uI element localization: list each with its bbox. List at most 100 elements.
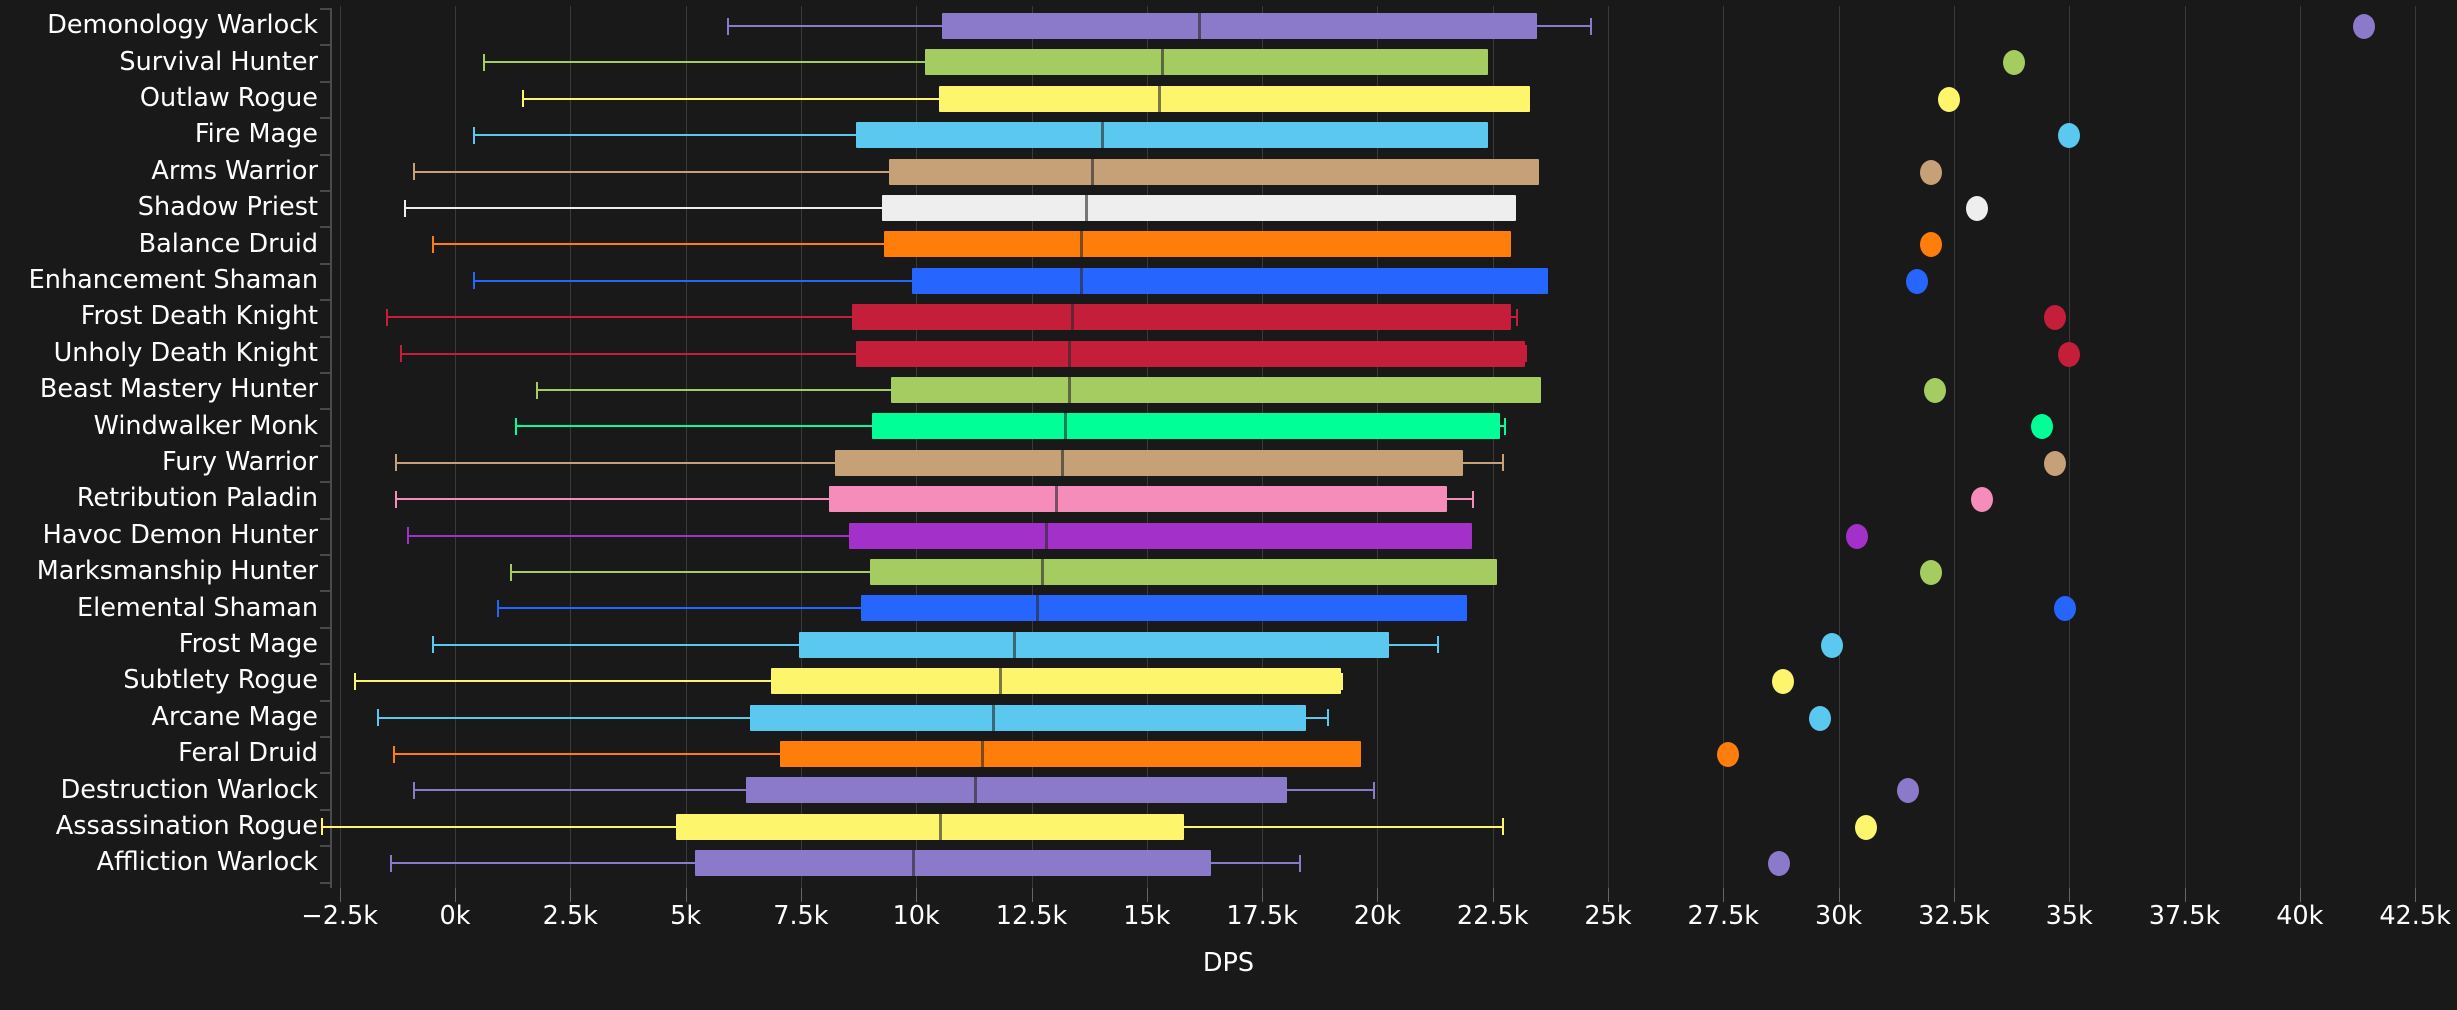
gridline — [916, 6, 918, 890]
outlier-point[interactable] — [1906, 268, 1928, 294]
outlier-point[interactable] — [2030, 414, 2053, 440]
outlier-point[interactable] — [2044, 305, 2067, 331]
y-axis-spine — [330, 8, 332, 888]
category-axis-labels: Demonology Warlock Survival Hunter Outlaw … — [0, 0, 330, 890]
outlier-point[interactable] — [1919, 560, 1942, 585]
boxplot-row[interactable] — [0, 809, 2457, 845]
y-tick — [320, 335, 332, 338]
category-label: Demonology Warlock — [47, 10, 318, 41]
outlier-point[interactable] — [1772, 669, 1795, 695]
whisker-cap-low — [385, 308, 388, 326]
outlier-point[interactable] — [2053, 596, 2076, 622]
outlier-point[interactable] — [1767, 851, 1790, 877]
x-tick-label: 20k — [1353, 901, 1401, 931]
boxplot-row[interactable] — [0, 408, 2457, 444]
whisker-cap-high — [1340, 672, 1343, 690]
x-tick-label: 32.5k — [1918, 901, 1990, 931]
boxplot-row[interactable] — [0, 336, 2457, 372]
boxplot-row[interactable] — [0, 8, 2457, 44]
gridline — [339, 6, 341, 890]
median-line — [1070, 304, 1074, 331]
outlier-point[interactable] — [2002, 50, 2025, 76]
boxplot-row[interactable] — [0, 481, 2457, 517]
boxplot-row[interactable] — [0, 44, 2457, 80]
boxplot-row[interactable] — [0, 263, 2457, 299]
gridline — [570, 6, 572, 890]
boxplot-row[interactable] — [0, 81, 2457, 117]
boxplot-row[interactable] — [0, 190, 2457, 226]
outlier-point[interactable] — [1970, 487, 1993, 513]
outlier-point[interactable] — [1919, 232, 1942, 258]
whisker-cap-high — [1589, 17, 1592, 35]
gridline — [1031, 6, 1033, 890]
whisker-cap-low — [395, 490, 398, 508]
y-tick — [320, 736, 332, 738]
x-tick-label: 17.5k — [1226, 901, 1298, 931]
y-tick — [320, 772, 332, 775]
median-line — [1063, 413, 1067, 440]
whisker-cap-high — [1524, 345, 1527, 363]
outlier-point[interactable] — [1965, 196, 1988, 221]
category-label: Assassination Rogue — [55, 811, 318, 841]
boxplot-row[interactable] — [0, 445, 2457, 481]
boxplot-row[interactable] — [0, 372, 2457, 408]
whisker-cap-low — [406, 527, 409, 545]
median-line — [1045, 522, 1049, 549]
x-tick — [685, 888, 687, 902]
boxplot-row[interactable] — [0, 627, 2457, 663]
whisker-cap-low — [521, 90, 524, 108]
median-line — [999, 668, 1003, 695]
outlier-point[interactable] — [2058, 123, 2081, 149]
boxplot-row[interactable] — [0, 700, 2457, 736]
outlier-point[interactable] — [1924, 378, 1947, 403]
boxplot-row[interactable] — [0, 299, 2457, 335]
outlier-point[interactable] — [1820, 632, 1843, 658]
boxplot-row[interactable] — [0, 736, 2457, 772]
outlier-point[interactable] — [2058, 341, 2081, 367]
boxplot-row[interactable] — [0, 845, 2457, 881]
category-label: Feral Druid — [178, 738, 318, 769]
boxplot-row[interactable] — [0, 772, 2457, 808]
median-line — [1091, 158, 1095, 185]
whisker-cap-low — [390, 854, 393, 872]
outlier-point[interactable] — [1938, 86, 1961, 112]
boxplot-row[interactable] — [0, 154, 2457, 190]
median-line — [1158, 85, 1162, 112]
boxplot-row[interactable] — [0, 590, 2457, 626]
x-tick-label: 40k — [2276, 901, 2324, 931]
plot-area: Demonology Warlock Survival Hunter Outlaw … — [0, 0, 2457, 890]
outlier-point[interactable] — [1919, 159, 1942, 185]
x-tick-label: 7.5k — [773, 901, 829, 931]
outlier-point[interactable] — [2044, 450, 2067, 476]
boxplot-row[interactable] — [0, 518, 2457, 554]
gridline — [1262, 6, 1264, 890]
whisker-cap-low — [727, 17, 730, 35]
x-axis-tick-labels: −2.5k 0k 2.5k 5k 7.5k 10k 12.5k 15k 17.5k 20k 22.5… — [0, 902, 2457, 942]
whisker-cap-low — [535, 381, 538, 399]
median-line — [1100, 122, 1104, 149]
y-tick — [320, 590, 332, 593]
outlier-point[interactable] — [1896, 778, 1919, 804]
boxplot-row[interactable] — [0, 226, 2457, 262]
box — [835, 449, 1463, 476]
outlier-point[interactable] — [1855, 814, 1878, 840]
whisker-cap-high — [1501, 454, 1504, 472]
boxplot-row[interactable] — [0, 663, 2457, 699]
outlier-point[interactable] — [1846, 523, 1869, 549]
x-tick-label: 42.5k — [2379, 901, 2451, 931]
whisker-cap-high — [1437, 636, 1440, 654]
outlier-point[interactable] — [1809, 705, 1832, 731]
x-axis-title: DPS — [1202, 948, 1255, 978]
gridline — [685, 6, 687, 890]
outlier-point[interactable] — [2353, 14, 2376, 39]
median-line — [980, 741, 984, 767]
boxplot-row[interactable] — [0, 117, 2457, 153]
median-line — [992, 704, 996, 731]
outlier-point[interactable] — [1716, 742, 1739, 767]
boxplot-row[interactable] — [0, 554, 2457, 590]
x-tick — [1838, 888, 1840, 902]
y-tick — [320, 626, 332, 629]
median-line — [1084, 195, 1088, 221]
box — [941, 13, 1537, 39]
